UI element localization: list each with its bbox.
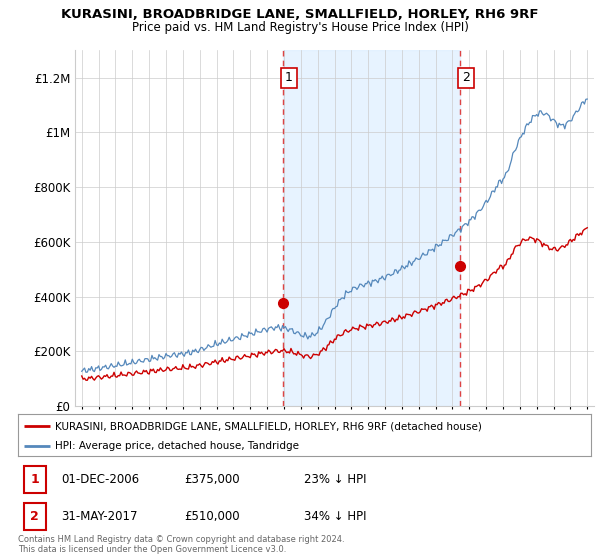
Text: 2: 2 bbox=[30, 510, 39, 523]
Text: £510,000: £510,000 bbox=[184, 510, 240, 523]
Text: KURASINI, BROADBRIDGE LANE, SMALLFIELD, HORLEY, RH6 9RF: KURASINI, BROADBRIDGE LANE, SMALLFIELD, … bbox=[61, 8, 539, 21]
Text: 31-MAY-2017: 31-MAY-2017 bbox=[61, 510, 137, 523]
Text: KURASINI, BROADBRIDGE LANE, SMALLFIELD, HORLEY, RH6 9RF (detached house): KURASINI, BROADBRIDGE LANE, SMALLFIELD, … bbox=[55, 421, 482, 431]
Text: 34% ↓ HPI: 34% ↓ HPI bbox=[305, 510, 367, 523]
Text: 2: 2 bbox=[462, 71, 470, 84]
Text: 01-DEC-2006: 01-DEC-2006 bbox=[61, 473, 139, 486]
Text: £375,000: £375,000 bbox=[184, 473, 240, 486]
Text: Contains HM Land Registry data © Crown copyright and database right 2024.
This d: Contains HM Land Registry data © Crown c… bbox=[18, 535, 344, 554]
Text: 1: 1 bbox=[285, 71, 293, 84]
Text: 23% ↓ HPI: 23% ↓ HPI bbox=[305, 473, 367, 486]
Bar bbox=[283, 50, 460, 406]
FancyBboxPatch shape bbox=[24, 503, 46, 530]
Text: 1: 1 bbox=[30, 473, 39, 486]
FancyBboxPatch shape bbox=[24, 466, 46, 493]
Text: HPI: Average price, detached house, Tandridge: HPI: Average price, detached house, Tand… bbox=[55, 441, 299, 451]
Text: Price paid vs. HM Land Registry's House Price Index (HPI): Price paid vs. HM Land Registry's House … bbox=[131, 21, 469, 34]
